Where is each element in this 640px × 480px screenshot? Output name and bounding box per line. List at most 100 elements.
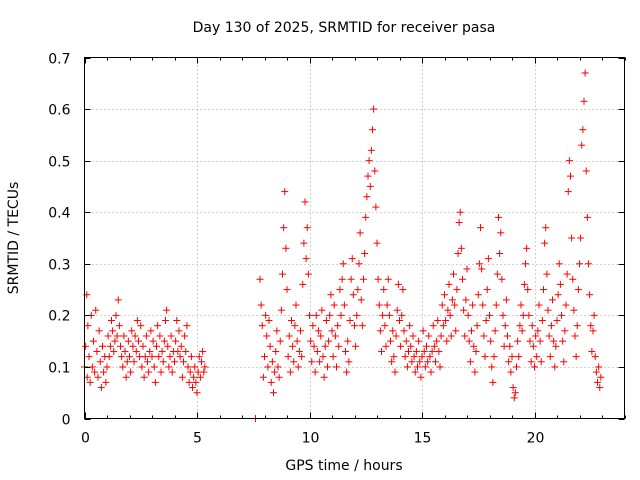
data-point bbox=[524, 286, 532, 294]
data-point bbox=[365, 157, 373, 165]
data-point bbox=[318, 306, 326, 314]
y-tick-label: 0.6 bbox=[48, 103, 70, 119]
plot-frame bbox=[84, 57, 625, 419]
data-point bbox=[466, 358, 474, 366]
data-point bbox=[288, 317, 295, 325]
data-point bbox=[85, 353, 93, 361]
data-point bbox=[570, 306, 578, 314]
data-point bbox=[410, 353, 418, 361]
data-point bbox=[165, 363, 173, 371]
x-axis-ticks: 0 5 10 15 20 bbox=[81, 57, 626, 447]
data-point bbox=[483, 286, 491, 294]
data-point bbox=[393, 306, 401, 314]
data-point bbox=[265, 317, 273, 325]
data-point bbox=[387, 337, 394, 345]
data-point bbox=[446, 311, 454, 319]
data-point bbox=[426, 353, 434, 361]
data-point bbox=[185, 378, 193, 386]
data-point bbox=[103, 363, 111, 371]
data-point bbox=[325, 337, 333, 345]
data-point bbox=[357, 296, 365, 304]
data-point bbox=[137, 322, 145, 330]
data-point bbox=[542, 224, 550, 232]
data-point bbox=[92, 306, 100, 314]
data-point bbox=[331, 332, 339, 340]
data-point bbox=[124, 337, 132, 345]
data-point bbox=[568, 234, 576, 242]
data-point bbox=[189, 384, 196, 392]
data-point bbox=[564, 188, 572, 196]
data-point bbox=[547, 322, 555, 330]
data-point bbox=[298, 353, 306, 361]
data-point bbox=[445, 280, 453, 288]
data-point bbox=[276, 337, 284, 345]
data-point bbox=[266, 342, 274, 350]
data-point bbox=[441, 291, 448, 299]
data-point bbox=[400, 327, 408, 335]
data-points bbox=[81, 69, 605, 422]
data-point bbox=[192, 378, 200, 386]
data-point bbox=[376, 327, 384, 335]
data-point bbox=[271, 368, 279, 376]
data-point bbox=[191, 363, 199, 371]
data-point bbox=[102, 378, 110, 386]
data-point bbox=[351, 322, 358, 330]
data-point bbox=[554, 291, 562, 299]
data-point bbox=[301, 198, 309, 206]
data-point bbox=[149, 337, 157, 345]
data-point bbox=[429, 322, 437, 330]
data-point bbox=[597, 373, 605, 381]
data-point bbox=[267, 378, 275, 386]
data-point bbox=[129, 342, 137, 350]
data-point bbox=[447, 332, 455, 340]
data-point bbox=[590, 311, 598, 319]
data-point bbox=[345, 358, 353, 366]
data-point bbox=[427, 368, 435, 376]
data-point bbox=[291, 322, 299, 330]
data-point bbox=[469, 301, 477, 309]
data-point bbox=[523, 244, 531, 252]
data-point bbox=[279, 270, 286, 278]
data-point bbox=[408, 358, 416, 366]
data-point bbox=[492, 301, 500, 309]
data-point bbox=[264, 363, 272, 371]
data-point bbox=[97, 384, 105, 392]
data-point bbox=[392, 332, 400, 340]
data-point bbox=[480, 332, 488, 340]
data-point bbox=[106, 342, 114, 350]
data-point bbox=[470, 342, 478, 350]
y-tick-label: 0.1 bbox=[48, 361, 70, 377]
x-axis-label: GPS time / hours bbox=[285, 458, 402, 474]
data-point bbox=[474, 291, 482, 299]
data-point bbox=[535, 301, 543, 309]
data-point bbox=[344, 337, 352, 345]
data-point bbox=[303, 224, 311, 232]
data-point bbox=[324, 363, 331, 371]
data-point bbox=[510, 394, 518, 402]
x-tick-label: 20 bbox=[527, 431, 545, 447]
chart-title: Day 130 of 2025, SRMTID for receiver pas… bbox=[193, 20, 496, 36]
data-point bbox=[442, 317, 450, 325]
data-point bbox=[335, 342, 343, 350]
data-point bbox=[275, 373, 283, 381]
data-point bbox=[299, 280, 307, 288]
data-point bbox=[131, 332, 139, 340]
data-point bbox=[528, 322, 536, 330]
data-point bbox=[451, 301, 459, 309]
data-point bbox=[181, 332, 189, 340]
data-point bbox=[588, 347, 596, 355]
data-point bbox=[112, 311, 120, 319]
data-point bbox=[421, 363, 429, 371]
data-point bbox=[90, 337, 97, 345]
data-point bbox=[415, 337, 423, 345]
data-point bbox=[182, 347, 190, 355]
data-point bbox=[130, 358, 138, 366]
data-point bbox=[574, 286, 582, 294]
data-point bbox=[273, 327, 281, 335]
data-point bbox=[100, 368, 108, 376]
data-point bbox=[141, 353, 149, 361]
data-point bbox=[370, 105, 378, 113]
data-point bbox=[91, 368, 99, 376]
y-axis-label: SRMTID / TECUs bbox=[6, 182, 22, 295]
data-point bbox=[200, 368, 208, 376]
